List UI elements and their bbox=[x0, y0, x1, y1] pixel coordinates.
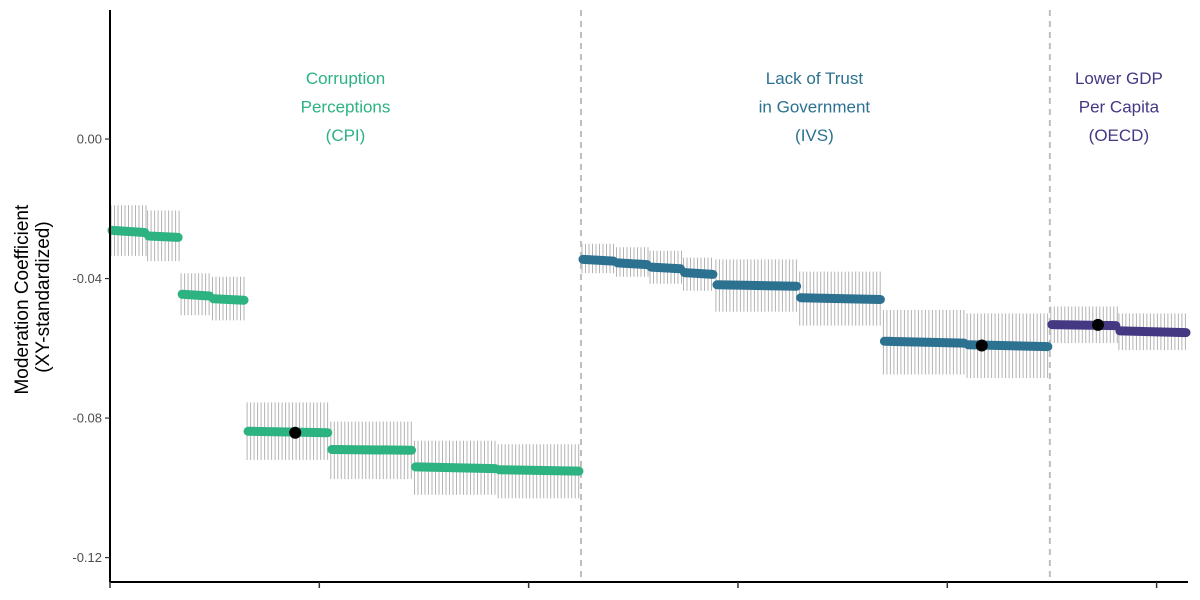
coefficient-segment-ivs-3 bbox=[646, 262, 685, 274]
highlight-point-ivs bbox=[975, 339, 988, 352]
coefficient-segment-ivs-6 bbox=[796, 293, 885, 304]
highlight-point-oecd bbox=[1092, 318, 1104, 331]
group-label-cpi-line-1: Corruption bbox=[306, 69, 385, 88]
y-axis-title-line-1: Moderation Coefficient bbox=[12, 204, 33, 394]
coefficient-segment-oecd-2 bbox=[1115, 326, 1191, 338]
y-tick-label-4: -0.12 bbox=[72, 550, 102, 565]
group-label-cpi-line-3: (CPI) bbox=[326, 126, 366, 145]
group-label-oecd: Lower GDP Per Capita (OECD) bbox=[1075, 69, 1163, 145]
coefficient-segment-cpi-3 bbox=[177, 289, 215, 301]
group-label-ivs-line-3: (IVS) bbox=[795, 126, 834, 145]
group-label-ivs-line-1: Lack of Trust bbox=[766, 69, 864, 88]
axes: 0.00 -0.04 -0.08 -0.12 bbox=[72, 10, 1188, 588]
coefficient-segment-ivs-1 bbox=[578, 254, 619, 266]
group-label-ivs: Lack of Trust in Government (IVS) bbox=[759, 69, 871, 145]
coefficient-segment-cpi-5 bbox=[243, 426, 333, 438]
y-tick-label-2: -0.04 bbox=[72, 271, 102, 286]
coefficient-segment-ivs-7 bbox=[879, 336, 969, 348]
y-axis-title-line-2: (XY-standardized) bbox=[33, 221, 54, 372]
coefficient-segment-cpi-8 bbox=[494, 465, 584, 476]
group-label-oecd-line-2: Per Capita bbox=[1079, 98, 1160, 117]
highlight-point-cpi bbox=[289, 426, 302, 439]
y-tick-label-1: 0.00 bbox=[77, 132, 102, 147]
highlight-points bbox=[289, 318, 1104, 439]
coefficient-segment-ivs-2 bbox=[613, 258, 652, 270]
group-label-cpi-line-2: Perceptions bbox=[301, 98, 391, 117]
group-label-ivs-line-2: in Government bbox=[759, 98, 871, 117]
y-axis-title: Moderation Coefficient (XY-standardized) bbox=[12, 199, 54, 394]
y-tick-label-3: -0.08 bbox=[72, 411, 102, 426]
confidence-intervals bbox=[110, 205, 1186, 499]
group-label-oecd-line-3: (OECD) bbox=[1089, 126, 1149, 145]
coefficient-lines bbox=[107, 225, 1191, 476]
coefficient-segment-cpi-1 bbox=[107, 225, 150, 237]
coefficient-segment-oecd-1 bbox=[1047, 320, 1121, 331]
group-label-cpi: Corruption Perceptions (CPI) bbox=[301, 69, 391, 145]
coefficient-segment-cpi-2 bbox=[144, 231, 183, 242]
coefficient-segment-ivs-4 bbox=[679, 268, 718, 279]
coefficient-segment-cpi-4 bbox=[209, 294, 249, 305]
coefficient-segment-cpi-7 bbox=[411, 462, 500, 474]
group-label-oecd-line-1: Lower GDP bbox=[1075, 69, 1163, 88]
coefficient-segment-cpi-6 bbox=[327, 445, 417, 455]
group-dividers bbox=[579, 10, 1051, 582]
group-labels: Corruption Perceptions (CPI) Lack of Trust i… bbox=[301, 69, 1163, 145]
coefficient-segment-ivs-5 bbox=[712, 280, 802, 291]
